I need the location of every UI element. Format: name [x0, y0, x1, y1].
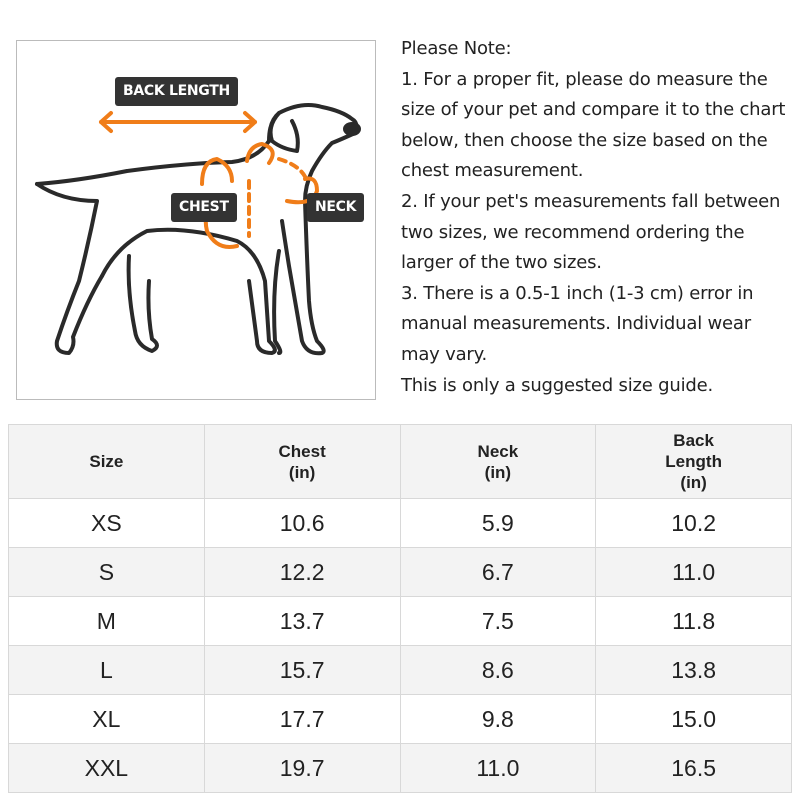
cell-chest: 12.2: [203, 547, 401, 597]
header-text: Chest: [278, 441, 326, 461]
header-text: (in): [484, 462, 512, 482]
cell-chest: 10.6: [203, 498, 401, 548]
note-line: may vary.: [401, 343, 488, 365]
table-header-row: Size Chest (in) Neck (in) Back Length (in): [8, 424, 792, 499]
cell-neck: 7.5: [399, 596, 597, 646]
cell-size: M: [8, 596, 205, 646]
cell-chest: 13.7: [203, 596, 401, 646]
note-title: Please Note:: [401, 38, 512, 59]
note-line: manual measurements. Individual wear: [401, 313, 751, 335]
header-text: Back: [673, 431, 714, 450]
note-line: This is only a suggested size guide.: [401, 374, 714, 396]
header-text: Length: [665, 452, 722, 471]
note-line: 1. For a proper fit, please do measure t…: [401, 68, 768, 90]
column-header-chest: Chest (in): [203, 424, 401, 499]
size-chart-table: Size Chest (in) Neck (in) Back Length (in) XS 10…: [8, 424, 792, 793]
cell-chest: 19.7: [203, 743, 401, 793]
table-row: M 13.7 7.5 11.8: [8, 596, 792, 646]
cell-size: XXL: [8, 743, 205, 793]
cell-back-length: 10.2: [595, 498, 792, 548]
note-line: 3. There is a 0.5-1 inch (1-3 cm) error …: [401, 282, 754, 304]
table-row: S 12.2 6.7 11.0: [8, 547, 792, 597]
table-row: XXL 19.7 11.0 16.5: [8, 743, 792, 793]
header-text: (in): [680, 473, 707, 492]
cell-back-length: 16.5: [595, 743, 792, 793]
cell-chest: 15.7: [203, 645, 401, 695]
table-row: L 15.7 8.6 13.8: [8, 645, 792, 695]
dog-measurement-illustration: BACK LENGTH CHEST NECK: [16, 40, 376, 400]
header-text: Size: [89, 452, 124, 471]
cell-size: S: [8, 547, 205, 597]
cell-back-length: 11.8: [595, 596, 792, 646]
cell-neck: 8.6: [399, 645, 597, 695]
note-line: below, then choose the size based on the: [401, 129, 768, 151]
cell-chest: 17.7: [203, 694, 401, 744]
note-line: size of your pet and compare it to the c…: [401, 99, 786, 121]
cell-size: L: [8, 645, 205, 695]
size-guide-note: Please Note: 1. For a proper fit, please…: [401, 34, 796, 401]
column-header-neck: Neck (in): [399, 424, 597, 499]
column-header-size: Size: [8, 424, 205, 499]
cell-size: XS: [8, 498, 205, 548]
dog-outline-icon: [35, 103, 361, 356]
table-row: XS 10.6 5.9 10.2: [8, 498, 792, 548]
cell-back-length: 11.0: [595, 547, 792, 597]
column-header-back-length: Back Length (in): [595, 424, 792, 499]
header-text: Neck: [477, 441, 519, 461]
cell-back-length: 13.8: [595, 645, 792, 695]
note-line: larger of the two sizes.: [401, 252, 602, 274]
cell-size: XL: [8, 694, 205, 744]
cell-back-length: 15.0: [595, 694, 792, 744]
back-length-label: BACK LENGTH: [115, 77, 238, 106]
cell-neck: 6.7: [399, 547, 597, 597]
note-line: chest measurement.: [401, 160, 584, 182]
neck-label: NECK: [307, 193, 365, 222]
chest-label: CHEST: [171, 193, 237, 222]
cell-neck: 11.0: [399, 743, 597, 793]
note-line: 2. If your pet's measurements fall betwe…: [401, 190, 781, 212]
table-row: XL 17.7 9.8 15.0: [8, 694, 792, 744]
note-line: two sizes, we recommend ordering the: [401, 221, 745, 243]
cell-neck: 5.9: [399, 498, 597, 548]
header-text: (in): [288, 462, 316, 482]
cell-neck: 9.8: [399, 694, 597, 744]
